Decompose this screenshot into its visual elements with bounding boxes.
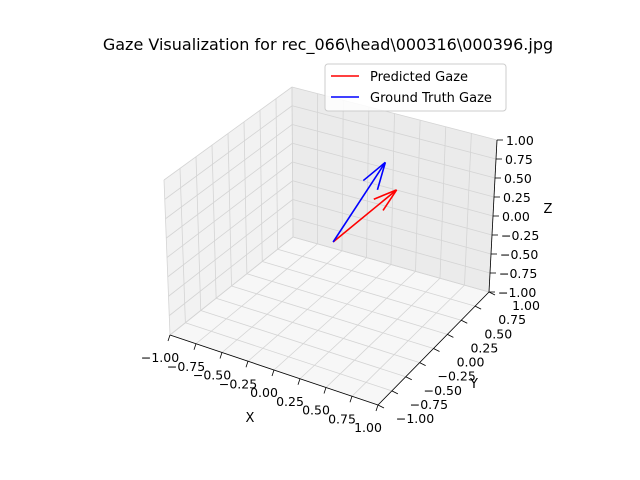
y-tick-label: −0.50: [424, 383, 462, 398]
y-tick-mark: [461, 319, 468, 324]
y-tick-label: −1.00: [396, 411, 434, 426]
x-tick-label: −0.75: [167, 359, 205, 374]
pane-floor: [170, 237, 489, 405]
x-axis-label: X: [246, 411, 255, 426]
grid-side-z: [163, 86, 293, 181]
grid-floor-y: [231, 285, 434, 349]
y-tick-mark: [433, 348, 440, 352]
x-tick-label: 0.50: [302, 403, 330, 418]
grid-back-x: [415, 120, 421, 272]
y-tick-mark: [377, 404, 385, 409]
series-0-arrow-head-a: [382, 189, 398, 211]
grid-floor-y: [292, 236, 490, 293]
z-tick-label: 1.00: [506, 133, 534, 148]
x-tick-mark: [323, 387, 327, 394]
y-tick-label: 1.00: [512, 298, 540, 313]
grid-lines: [163, 86, 498, 406]
y-tick-mark: [488, 291, 496, 296]
grid-floor-x: [351, 284, 465, 397]
y-tick-label: 0.75: [498, 312, 526, 327]
x-tick-mark: [375, 404, 379, 412]
z-tick-label: 0.00: [502, 209, 530, 224]
series-0-arrow-shaft: [332, 189, 398, 243]
chart-title: Gaze Visualization for rec_066\head\0003…: [103, 35, 553, 55]
x-tick-label: 0.00: [250, 385, 278, 400]
grid-floor-y: [246, 273, 448, 335]
y-tick-label: −0.75: [410, 397, 448, 412]
grid-back-z: [292, 124, 496, 179]
grid-back-z: [292, 105, 497, 160]
tick-labels: −1.00−1.00−1.00−0.75−0.75−0.75−0.50−0.50…: [141, 133, 540, 435]
grid-back-z: [292, 142, 495, 198]
x-tick-label: 0.75: [328, 411, 356, 426]
x-tick-label: 1.00: [354, 420, 382, 435]
series-1-arrow-head-b: [362, 161, 386, 182]
x-tick-label: −0.50: [193, 368, 231, 383]
grid-side-z: [166, 142, 293, 239]
grid-side-z: [166, 161, 293, 258]
data-series: [332, 161, 398, 243]
grid-back-x: [464, 133, 472, 286]
grid-side-y: [243, 121, 248, 274]
y-axis-label: Y: [469, 377, 478, 392]
y-tick-label: 0.25: [470, 340, 498, 355]
series-1-arrow-shaft: [332, 161, 387, 243]
z-tick-label: −0.25: [501, 228, 539, 243]
legend-label-ground-truth: Ground Truth Gaze: [370, 91, 492, 106]
x-tick-label: −1.00: [141, 350, 179, 365]
series-0-arrow-head-b: [373, 189, 397, 200]
x-tick-mark: [245, 361, 249, 368]
grid-side-z: [164, 105, 293, 200]
y-tick-mark: [405, 376, 412, 381]
x-tick-label: 0.25: [276, 394, 304, 409]
y-tick-label: 0.00: [457, 355, 485, 370]
grid-floor-y: [277, 248, 476, 307]
x-tick-mark: [167, 334, 171, 342]
y-tick-label: −0.25: [437, 369, 475, 384]
grid-back-x: [439, 126, 447, 279]
y-tick-mark: [447, 334, 454, 338]
x-tick-mark: [271, 369, 275, 377]
grid-side-z: [165, 124, 293, 220]
legend-box: [324, 63, 507, 112]
grid-floor-y: [262, 261, 462, 321]
y-tick-label: 0.50: [484, 326, 512, 341]
y-tick-mark: [391, 390, 399, 395]
z-tick-label: −0.50: [500, 247, 538, 262]
x-tick-mark: [193, 343, 197, 350]
z-tick-label: 0.50: [504, 171, 532, 186]
legend: Predicted Gaze Ground Truth Gaze: [324, 63, 507, 112]
grid-back-z: [292, 161, 494, 217]
x-tick-mark: [297, 378, 301, 385]
grid-side-y: [275, 98, 279, 250]
grid-side-y: [291, 86, 294, 238]
z-tick-label: 0.25: [503, 190, 531, 205]
z-axis-label: Z: [544, 202, 553, 217]
series-1-arrow-head-a: [376, 162, 387, 191]
grid-floor-x: [325, 277, 441, 388]
z-tick-label: −1.00: [498, 285, 536, 300]
grid-floor-x: [299, 271, 416, 380]
x-tick-label: −0.25: [219, 376, 257, 391]
x-tick-mark: [219, 352, 223, 359]
legend-label-predicted: Predicted Gaze: [370, 70, 468, 85]
z-tick-label: −0.75: [499, 266, 537, 281]
y-tick-mark: [474, 305, 482, 310]
axis-lines: [167, 139, 503, 412]
y-tick-mark: [419, 362, 426, 366]
grid-side-y: [259, 110, 263, 262]
z-tick-label: 0.75: [505, 152, 533, 167]
x-tick-mark: [349, 396, 353, 403]
